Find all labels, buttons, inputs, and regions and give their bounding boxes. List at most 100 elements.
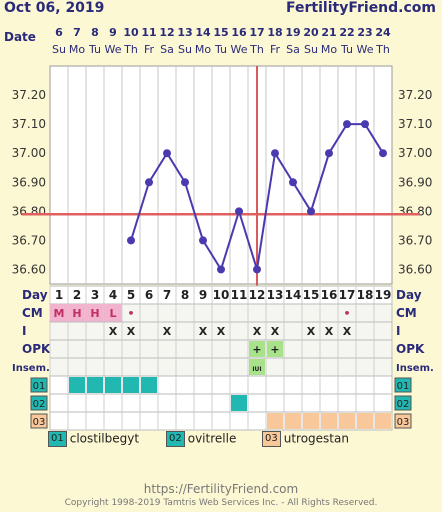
row-label-right-insem: Insem. (396, 363, 434, 374)
temperature-point (217, 265, 225, 274)
y-tick-label-right: 36.90 (398, 175, 432, 189)
cm-fill (50, 304, 68, 322)
y-tick-label: 36.90 (12, 175, 46, 189)
temperature-point (163, 149, 171, 158)
weekday-label: We (231, 43, 248, 56)
days-cell: 4 (109, 288, 117, 302)
intercourse-cell: X (253, 325, 262, 338)
date-row-label: Date (4, 30, 36, 44)
medication-day-fill (303, 413, 319, 429)
medication-day-fill (321, 413, 337, 429)
weekday-label: Th (375, 43, 390, 56)
footer-url[interactable]: https://FertilityFriend.com (143, 482, 299, 496)
legend-code-chip: 02 (166, 431, 185, 447)
y-tick-label-right: 37.20 (398, 88, 432, 102)
days-cell: 16 (321, 288, 338, 302)
weekday-label: Mo (195, 43, 211, 56)
medication-code-chip-right (394, 395, 412, 411)
plot-area (49, 65, 393, 285)
medication-code-chip-right (394, 377, 412, 393)
temperature-point (325, 149, 333, 158)
cm-fill (104, 304, 122, 322)
weekday-label: Su (178, 43, 192, 56)
temperature-point (235, 207, 243, 216)
fertility-chart: Date 6Su7Mo8Tu9We10Th11Fr12Sa13Su14Mo15Tu… (4, 26, 434, 431)
intercourse-cell: X (271, 325, 280, 338)
days-cell: 7 (163, 288, 171, 302)
days-cell: 13 (267, 288, 284, 302)
weekday-label: Fr (270, 43, 281, 56)
intercourse-cell: X (217, 325, 226, 338)
date-number: 19 (285, 26, 300, 39)
legend-code-chip: 03 (262, 431, 281, 447)
row-label-cm: CM (22, 306, 43, 320)
medication-code-label: 03 (33, 417, 46, 428)
days-cell: 15 (303, 288, 320, 302)
row-label-right-days: Day (396, 288, 422, 302)
cm-fill (68, 304, 86, 322)
date-number: 10 (123, 26, 139, 39)
date-number: 9 (109, 26, 117, 39)
date-number: 17 (249, 26, 264, 39)
cm-cell: M (54, 307, 65, 320)
weekday-label: Th (249, 43, 264, 56)
cm-cell: • (127, 307, 134, 320)
date-number: 20 (303, 26, 319, 39)
y-tick-label-right: 37.10 (398, 117, 432, 131)
y-tick-label: 37.20 (12, 88, 46, 102)
row-label-right-intercourse: I (396, 324, 400, 338)
medication-code-chip (30, 395, 48, 411)
opk-fill (267, 341, 283, 357)
insem-fill (249, 359, 265, 375)
weekday-label: Su (52, 43, 66, 56)
cm-cell: • (343, 307, 350, 320)
days-cell: 8 (181, 288, 189, 302)
intercourse-cell: X (199, 325, 208, 338)
site-brand[interactable]: FertilityFriend.com (286, 0, 436, 16)
medication-code-label-right: 02 (397, 399, 410, 410)
date-number: 16 (231, 26, 247, 39)
medication-day-fill (141, 377, 157, 393)
opk-fill (249, 341, 265, 357)
medication-day-fill (375, 413, 391, 429)
row-label-insem: Insem. (12, 363, 50, 374)
date-number: 21 (321, 26, 336, 39)
medication-code-label-right: 03 (397, 417, 410, 428)
date-number: 18 (267, 26, 282, 39)
intercourse-cell: X (127, 325, 136, 338)
date-number: 23 (357, 26, 372, 39)
temperature-point (307, 207, 315, 216)
y-tick-label: 36.60 (12, 262, 46, 276)
medication-day-fill (357, 413, 373, 429)
y-tick-label-right: 36.70 (398, 233, 432, 247)
legend-item: 02 ovitrelle (166, 431, 236, 447)
weekday-label: Su (304, 43, 318, 56)
weekday-label: Tu (214, 43, 227, 56)
days-cell: 19 (375, 288, 392, 302)
opk-cell: + (252, 343, 261, 356)
row-label-intercourse: I (22, 324, 26, 338)
date-number: 11 (141, 26, 156, 39)
medication-day-fill (87, 377, 103, 393)
days-cell: 17 (339, 288, 356, 302)
days-cell: 12 (249, 288, 266, 302)
temperature-point (127, 236, 135, 245)
date-number: 6 (55, 26, 63, 39)
weekday-label: Th (123, 43, 138, 56)
weekday-label: Tu (340, 43, 353, 56)
intercourse-cell: X (307, 325, 316, 338)
weekday-label: We (105, 43, 122, 56)
weekday-label: Sa (160, 43, 174, 56)
y-tick-label: 36.70 (12, 233, 46, 247)
medication-code-label: 02 (33, 399, 46, 410)
cm-cell: L (109, 307, 116, 320)
days-cell: 3 (91, 288, 99, 302)
intercourse-cell: X (343, 325, 352, 338)
date-number: 15 (213, 26, 228, 39)
temperature-point (271, 149, 279, 158)
cm-fill (86, 304, 104, 322)
temperature-point (199, 236, 207, 245)
medication-day-fill (231, 395, 247, 411)
medication-code-chip (30, 413, 48, 429)
days-cell: 9 (199, 288, 207, 302)
